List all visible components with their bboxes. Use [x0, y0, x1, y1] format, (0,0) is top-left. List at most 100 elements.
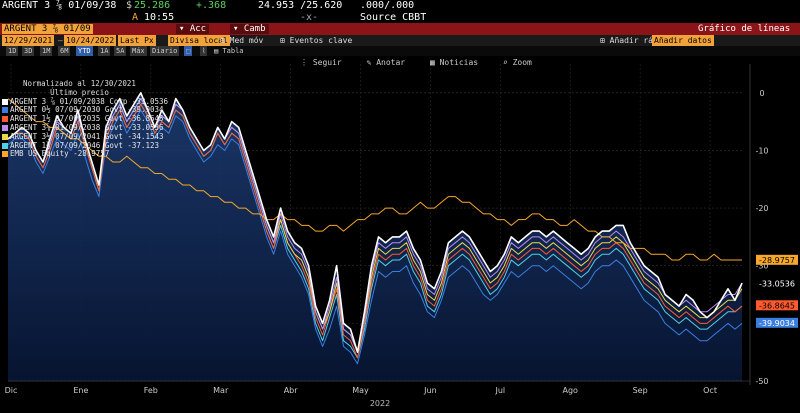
quote-bar: ARGENT 3 ⅞ 01/09/38 $ 25.286 +.368 24.95… — [0, 0, 800, 12]
period-1a[interactable]: 1A — [98, 46, 111, 56]
mid-marker: -x- — [300, 12, 319, 23]
x-tick-label: Jun — [423, 386, 437, 395]
x-tick-label: Ene — [73, 386, 88, 395]
end-label-bg — [756, 254, 798, 265]
currency-select[interactable]: Divisa local — [168, 35, 230, 46]
legend-item[interactable]: ARGENT 0½ 07/09/2030 Govt -39.9034 — [2, 105, 167, 115]
series-line — [7, 92, 743, 353]
table-toggle[interactable]: ▤ Tabla — [214, 47, 244, 55]
zoom-button[interactable]: ⌕ Zoom — [502, 58, 532, 67]
chart-toolbar: ⋮ Seguir ✎ Anotar ▦ Noticias ⌕ Zoom — [300, 58, 552, 67]
legend-item[interactable]: EMB US Equity -28.9757 — [2, 149, 167, 159]
bid-ask: 24.953 /25.620 — [258, 0, 343, 11]
legend-item[interactable]: ARGENT 3⅞ 01/09/2038 Govt -33.0536 — [2, 122, 167, 133]
legend-label: EMB US Equity — [10, 149, 74, 159]
date-sep: – — [58, 36, 63, 45]
period-5a[interactable]: 5A — [114, 46, 127, 56]
follow-label: Seguir — [312, 58, 342, 67]
legend-swatch — [2, 133, 8, 140]
chart-title: Gráfico de líneas — [698, 24, 791, 34]
x-axis: Dic Ene Feb Mar Abr May Jun Jul Ago Sep Oct — [5, 380, 750, 395]
security-input[interactable]: ARGENT 3 ⅞ 01/09 — [2, 24, 93, 34]
price-flag: A — [132, 12, 139, 23]
legend-item[interactable]: ARGENT 3½ 07/09/2041 Govt -34.1543 — [2, 132, 167, 142]
legend-swatch — [2, 124, 8, 131]
x-axis-title: 2022 — [370, 399, 390, 408]
series-lines — [7, 92, 743, 365]
legend-item[interactable]: ARGENT 1½ 07/09/2035 Govt -36.8645 — [2, 114, 167, 124]
chart-legend: Normalizado al 12/30/2021 Último precio … — [2, 79, 168, 160]
zoom-label: Zoom — [512, 58, 532, 67]
annotate-button[interactable]: ✎ Anotar — [366, 58, 406, 67]
period-3d[interactable]: 3D — [22, 46, 35, 56]
legend-value: -28.9757 — [73, 149, 110, 159]
table-label: Tabla — [222, 47, 244, 55]
legend-label: ARGENT 3⅞ 01/09/2038 Govt — [10, 122, 128, 132]
legend-value: -39.9034 — [127, 105, 164, 115]
legend-last-price-header: Último precio — [50, 87, 109, 97]
period-6m[interactable]: 6M — [58, 46, 71, 56]
period-ytd[interactable]: YTD — [76, 46, 93, 56]
line-chart[interactable]: 0-10-20-30-40-50 DicEneFebMarAbrMayJunJu… — [0, 56, 800, 409]
legend-item[interactable]: ARGENT 3 ⅞ 01/09/2038 Corp -33.0536 — [2, 96, 168, 107]
yield-pair: .000/.000 — [360, 0, 415, 11]
field-select[interactable]: Last Px — [118, 35, 156, 46]
quick-add-label: Añadir rápid — [609, 36, 668, 45]
acc-label: Acc — [189, 24, 207, 34]
end-label-bg — [756, 317, 798, 328]
legend-item[interactable]: ARGENT 1½ 07/09/2046 Govt -37.123 — [2, 140, 167, 151]
command-bar: ARGENT 3 ⅞ 01/09 ▾ Acc ▾ Camb Gráfico de… — [0, 23, 800, 35]
period-1d[interactable]: 1D — [6, 46, 19, 56]
series-line — [7, 98, 743, 353]
end-value-label: -33.0536 — [759, 279, 795, 288]
legend-swatch — [2, 116, 8, 123]
chart-svg[interactable]: 0-10-20-30-40-50 DicEneFebMarAbrMayJunJu… — [0, 56, 800, 409]
legend-label: ARGENT 1½ 07/09/2035 Govt — [10, 114, 128, 124]
end-value-labels: -28.9757 -33.0536 -36.8645 -39.9034 — [756, 254, 798, 328]
y-tick-label: -30 — [755, 262, 768, 271]
add-data-field[interactable]: Añadir datos — [652, 35, 714, 46]
follow-button[interactable]: ⋮ Seguir — [300, 58, 342, 67]
period-max[interactable]: Máx — [130, 46, 147, 56]
legend-value: -33.0536 — [127, 122, 164, 132]
annotate-label: Anotar — [376, 58, 406, 67]
y-tick-label: -20 — [755, 204, 768, 213]
legend-label: ARGENT 3 ⅞ 01/09/2038 Corp — [10, 96, 132, 106]
key-events-toggle[interactable]: ⊞ Eventos clave — [280, 36, 353, 45]
price-change: +.368 — [196, 0, 227, 11]
chart-type-icon[interactable]: ⬚ — [184, 46, 193, 56]
legend-swatch — [2, 107, 8, 114]
quote-subbar: A 10:55 -x- Source CBBT — [0, 12, 800, 23]
camb-label: Camb — [243, 24, 266, 34]
x-tick-label: Mar — [213, 386, 229, 395]
x-tick-label: Sep — [633, 386, 648, 395]
legend-swatch — [2, 142, 8, 149]
moving-average-toggle[interactable]: ⊞ Med móv — [220, 36, 264, 45]
end-label-bg — [756, 300, 798, 311]
x-tick-label: Dic — [5, 386, 18, 395]
ticker[interactable]: ARGENT 3 ⅞ 01/09/38 — [2, 0, 117, 11]
period-1m[interactable]: 1M — [40, 46, 53, 56]
series-line — [7, 103, 743, 359]
legend-label: ARGENT 1½ 07/09/2046 Govt — [10, 140, 128, 150]
change-menu[interactable]: ▾ Camb — [230, 24, 269, 34]
end-label-bg — [756, 278, 798, 289]
quick-add-button[interactable]: ⊞ Añadir rápid — [600, 36, 668, 45]
actions-menu[interactable]: ▾ Acc — [176, 24, 210, 34]
chart-style-icon[interactable]: ⌇ — [200, 46, 208, 56]
legend-items: ARGENT 3 ⅞ 01/09/2038 Corp -33.0536 ARGEN… — [2, 96, 168, 160]
frequency-select[interactable]: Diario — [150, 46, 180, 56]
news-button[interactable]: ▦ Noticias — [429, 58, 479, 67]
y-tick-label: -10 — [755, 146, 768, 155]
start-date-field[interactable]: 12/29/2021 — [2, 35, 55, 46]
end-date-field[interactable]: 10/24/2022 — [64, 35, 117, 46]
settings-bar: 12/29/2021 – 10/24/2022 Last Px Divisa l… — [0, 35, 800, 46]
end-value-label: -28.9757 — [759, 256, 795, 265]
legend-value: -37.123 — [127, 140, 160, 150]
price-sep: $ — [126, 0, 133, 11]
x-tick-label: Oct — [703, 386, 717, 395]
end-value-label: -36.8645 — [759, 301, 795, 310]
news-label: Noticias — [439, 58, 479, 67]
x-tick-label: Feb — [144, 386, 158, 395]
period-bar: 1D 3D 1M 6M YTD 1A 5A Máx Diario ⬚ ⌇ ▤ T… — [0, 46, 800, 56]
